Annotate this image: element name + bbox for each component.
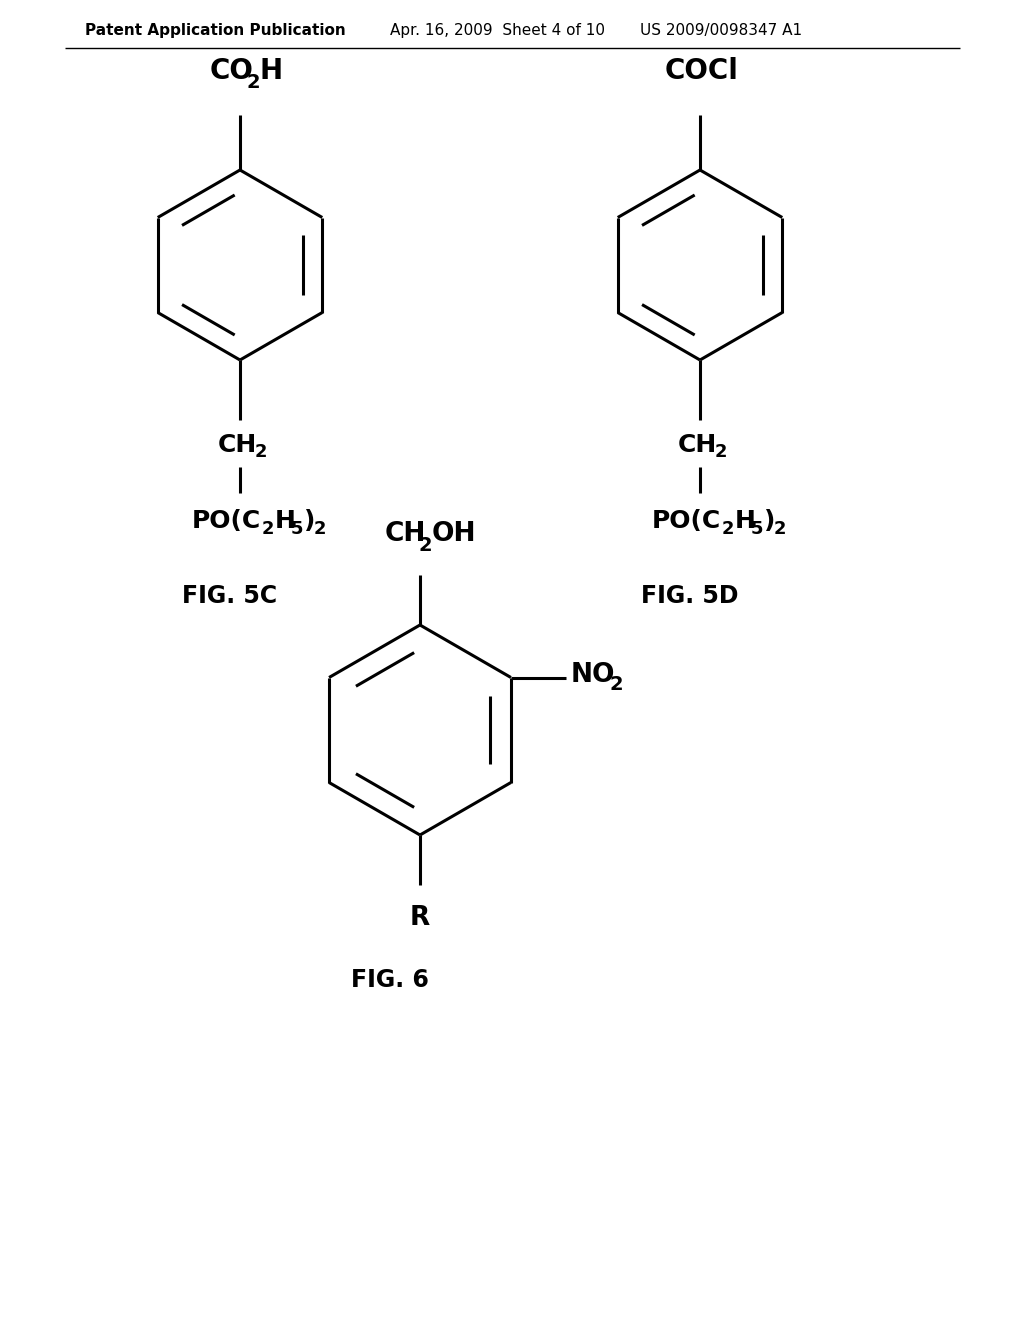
Text: CH: CH xyxy=(385,521,426,546)
Text: FIG. 5D: FIG. 5D xyxy=(641,583,738,609)
Text: 5: 5 xyxy=(291,520,303,539)
Text: OH: OH xyxy=(432,521,476,546)
Text: 2: 2 xyxy=(722,520,734,539)
Text: FIG. 5C: FIG. 5C xyxy=(182,583,278,609)
Text: PO(C: PO(C xyxy=(193,510,261,533)
Text: H: H xyxy=(275,510,296,533)
Text: PO(C: PO(C xyxy=(652,510,721,533)
Text: NO: NO xyxy=(571,661,615,688)
Text: 2: 2 xyxy=(255,444,267,461)
Text: H: H xyxy=(259,57,283,84)
Text: US 2009/0098347 A1: US 2009/0098347 A1 xyxy=(640,22,802,37)
Text: CH: CH xyxy=(678,433,717,457)
Text: 2: 2 xyxy=(314,520,327,539)
Text: Apr. 16, 2009  Sheet 4 of 10: Apr. 16, 2009 Sheet 4 of 10 xyxy=(390,22,605,37)
Text: 2: 2 xyxy=(246,73,260,92)
Text: Patent Application Publication: Patent Application Publication xyxy=(85,22,346,37)
Text: ): ) xyxy=(304,510,315,533)
Text: 2: 2 xyxy=(419,536,432,554)
Text: 2: 2 xyxy=(262,520,274,539)
Text: 2: 2 xyxy=(715,444,727,461)
Text: COCl: COCl xyxy=(665,57,739,84)
Text: CO: CO xyxy=(210,57,254,84)
Text: 2: 2 xyxy=(774,520,786,539)
Text: FIG. 6: FIG. 6 xyxy=(351,968,429,993)
Text: ): ) xyxy=(764,510,775,533)
Text: R: R xyxy=(410,906,430,931)
Text: 5: 5 xyxy=(751,520,764,539)
Text: 2: 2 xyxy=(610,675,624,694)
Text: CH: CH xyxy=(218,433,257,457)
Text: H: H xyxy=(735,510,756,533)
